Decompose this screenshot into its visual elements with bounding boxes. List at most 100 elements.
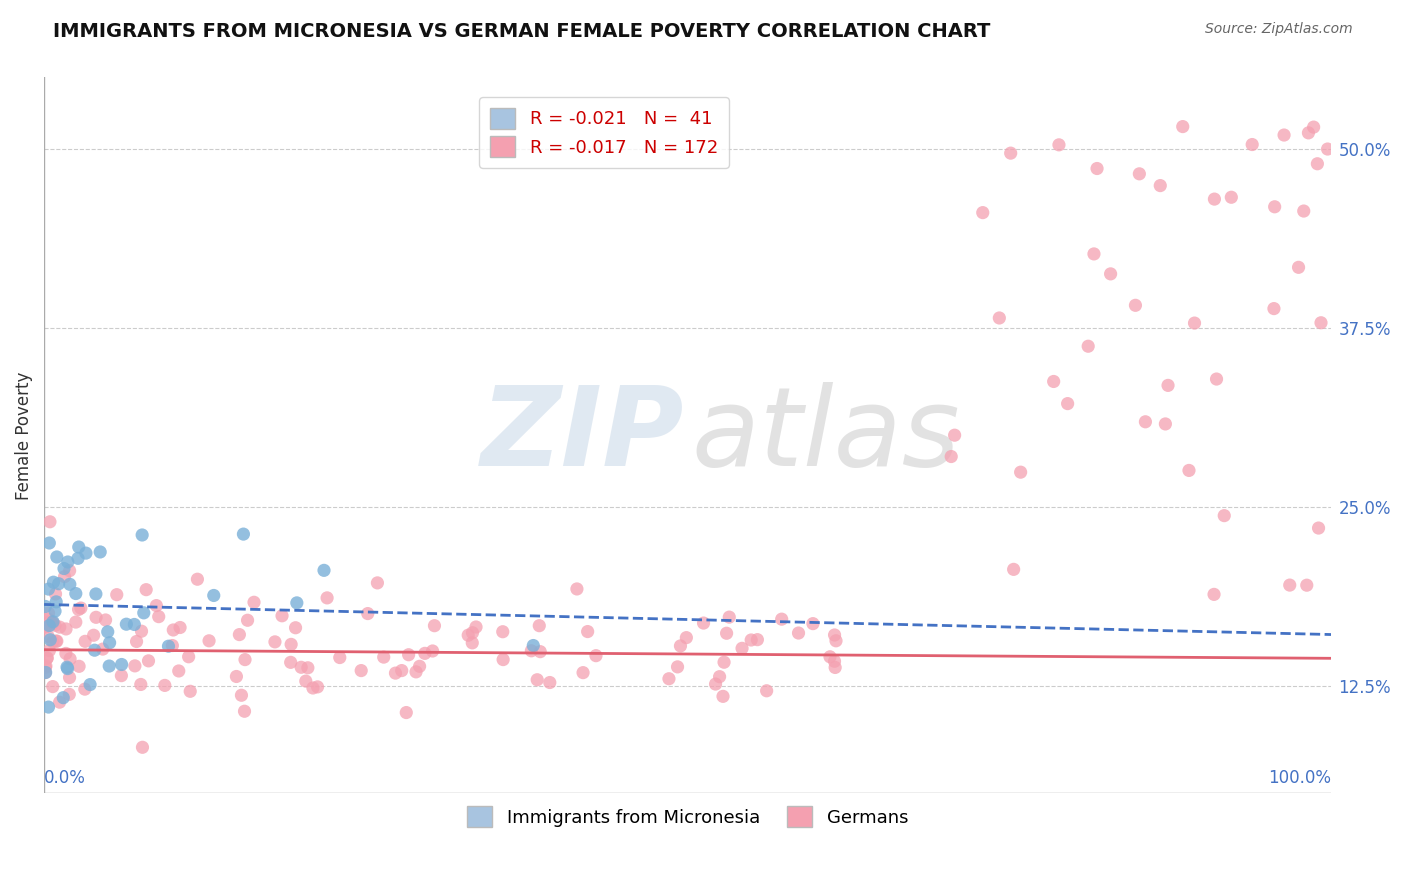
- Point: [1171, 120, 1194, 134]
- Point: [731, 641, 754, 656]
- Point: [755, 683, 778, 698]
- Point: [747, 632, 769, 647]
- Point: [280, 637, 302, 651]
- Point: [1000, 146, 1022, 161]
- Point: [42, 575, 65, 590]
- Point: [1308, 521, 1330, 535]
- Point: [391, 664, 413, 678]
- Point: [1213, 508, 1236, 523]
- Point: [1135, 415, 1157, 429]
- Point: [48, 576, 70, 591]
- Point: [177, 649, 200, 664]
- Point: [39, 515, 62, 529]
- Text: 0.0%: 0.0%: [44, 769, 86, 787]
- Point: [35, 620, 58, 634]
- Point: [1220, 190, 1243, 204]
- Point: [366, 575, 388, 590]
- Point: [45, 549, 67, 564]
- Text: IMMIGRANTS FROM MICRONESIA VS GERMAN FEMALE POVERTY CORRELATION CHART: IMMIGRANTS FROM MICRONESIA VS GERMAN FEM…: [53, 22, 991, 41]
- Point: [48, 695, 70, 709]
- Point: [58, 687, 80, 701]
- Point: [65, 586, 87, 600]
- Point: [1205, 372, 1227, 386]
- Point: [56, 660, 79, 674]
- Point: [38, 606, 60, 620]
- Point: [236, 613, 259, 627]
- Point: [34, 599, 56, 614]
- Point: [98, 659, 121, 673]
- Point: [692, 616, 714, 631]
- Point: [148, 609, 170, 624]
- Point: [39, 615, 62, 629]
- Point: [91, 642, 114, 657]
- Point: [384, 666, 406, 681]
- Point: [818, 649, 841, 664]
- Point: [1302, 120, 1324, 134]
- Point: [350, 664, 373, 678]
- Point: [1154, 417, 1177, 431]
- Point: [131, 740, 153, 755]
- Point: [89, 545, 111, 559]
- Point: [1125, 298, 1147, 312]
- Point: [38, 536, 60, 550]
- Point: [66, 551, 89, 566]
- Point: [1306, 157, 1329, 171]
- Point: [225, 669, 247, 683]
- Point: [658, 672, 681, 686]
- Point: [1278, 578, 1301, 592]
- Point: [413, 646, 436, 660]
- Point: [398, 648, 420, 662]
- Point: [461, 636, 484, 650]
- Point: [1241, 137, 1264, 152]
- Point: [1184, 316, 1206, 330]
- Point: [522, 639, 544, 653]
- Point: [42, 616, 65, 631]
- Point: [666, 660, 689, 674]
- Point: [422, 644, 444, 658]
- Point: [124, 658, 146, 673]
- Point: [186, 572, 208, 586]
- Point: [373, 650, 395, 665]
- Point: [297, 661, 319, 675]
- Point: [84, 587, 107, 601]
- Point: [787, 626, 810, 640]
- Point: [1083, 247, 1105, 261]
- Point: [943, 428, 966, 442]
- Point: [740, 632, 762, 647]
- Point: [45, 595, 67, 609]
- Point: [110, 657, 132, 672]
- Point: [73, 682, 96, 697]
- Point: [94, 613, 117, 627]
- Point: [423, 618, 446, 632]
- Point: [801, 616, 824, 631]
- Point: [294, 674, 316, 689]
- Point: [1085, 161, 1108, 176]
- Point: [1295, 578, 1317, 592]
- Point: [711, 690, 734, 704]
- Point: [1264, 200, 1286, 214]
- Point: [1202, 587, 1225, 601]
- Text: atlas: atlas: [692, 382, 960, 489]
- Point: [129, 677, 152, 691]
- Point: [233, 704, 256, 718]
- Point: [38, 643, 60, 657]
- Point: [53, 561, 76, 575]
- Point: [44, 618, 66, 632]
- Point: [565, 582, 588, 596]
- Point: [280, 656, 302, 670]
- Point: [405, 665, 427, 679]
- Point: [34, 665, 56, 680]
- Point: [132, 606, 155, 620]
- Point: [675, 631, 697, 645]
- Point: [709, 670, 731, 684]
- Point: [1157, 378, 1180, 392]
- Point: [1292, 204, 1315, 219]
- Point: [83, 628, 105, 642]
- Point: [988, 310, 1011, 325]
- Point: [35, 659, 58, 673]
- Point: [97, 624, 120, 639]
- Point: [34, 665, 56, 680]
- Point: [1099, 267, 1122, 281]
- Point: [1263, 301, 1285, 316]
- Point: [233, 652, 256, 666]
